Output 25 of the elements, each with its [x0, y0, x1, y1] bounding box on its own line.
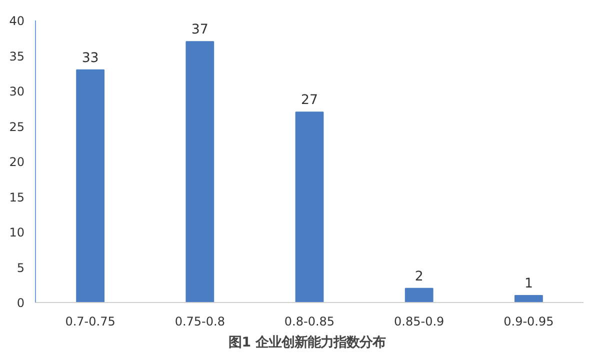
bar: [514, 294, 543, 302]
data-label: 37: [191, 22, 208, 38]
text: 图1 企业创新能力指数分布: [228, 334, 386, 350]
y-tick-label: 10: [9, 226, 25, 240]
bar: [186, 41, 214, 302]
x-tick-label: 0.75-0.8: [174, 314, 225, 328]
data-label: 1: [524, 276, 533, 292]
bar: [76, 69, 104, 302]
data-label: 27: [301, 93, 318, 108]
y-tick-label: 0: [16, 296, 25, 310]
y-tick-label: 15: [9, 190, 25, 204]
data-label: 33: [82, 50, 99, 66]
x-tick-label: 0.7-0.75: [65, 314, 116, 328]
x-tick-label: 0.8-0.85: [284, 314, 335, 328]
y-tick-label: 35: [9, 49, 25, 64]
y-tick-label: 40: [9, 14, 25, 28]
y-tick-label: 5: [16, 260, 25, 275]
bar: [295, 112, 324, 302]
y-tick-label: 20: [9, 155, 25, 169]
data-label: 2: [414, 269, 424, 284]
x-tick-label: 0.85-0.9: [394, 314, 444, 328]
y-tick-label: 30: [9, 84, 25, 98]
bar: [404, 288, 434, 302]
y-tick-label: 25: [9, 120, 25, 134]
x-tick-label: 0.9-0.95: [504, 314, 554, 328]
